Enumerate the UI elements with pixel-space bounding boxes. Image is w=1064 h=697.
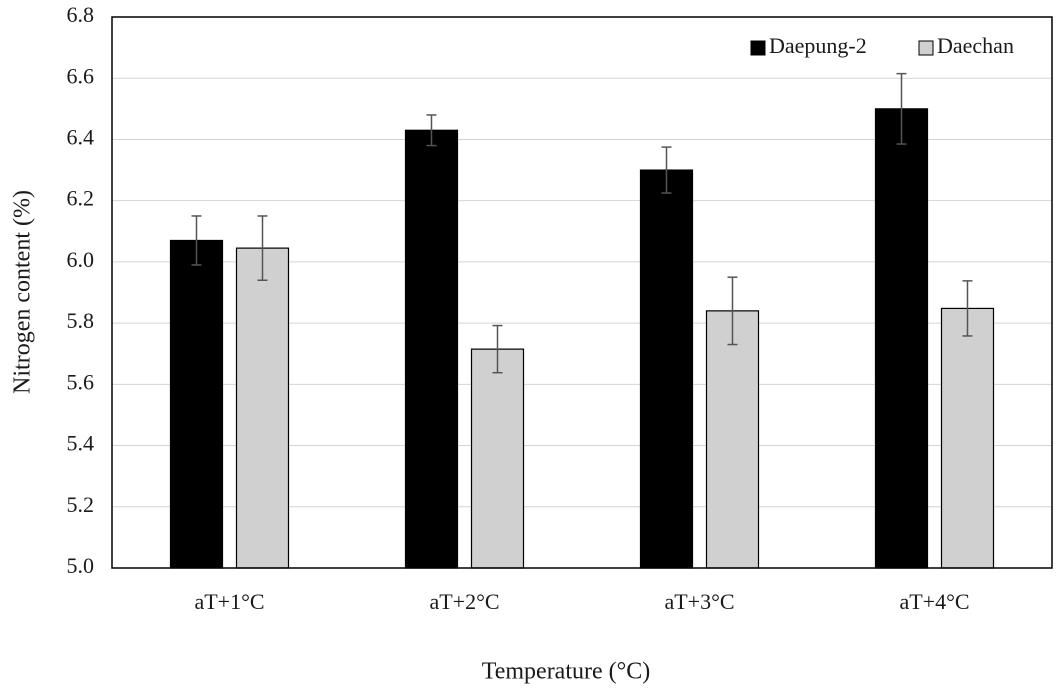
error-bar-daechan-2 [492, 324, 503, 374]
y-axis-title: Nitrogen content (%) [10, 190, 36, 394]
legend-swatch-daepung-2 [750, 40, 766, 56]
error-bar-daepung-2-4 [896, 72, 907, 145]
error-bar-daepung-2-2 [426, 114, 437, 147]
x-tick-label: aT+3°C [664, 589, 734, 614]
y-tick-label: 6.6 [67, 63, 95, 88]
y-tick-label: 6.2 [67, 186, 95, 211]
bar-daepung-2-1 [169, 239, 224, 569]
error-bar-daechan-1 [257, 215, 268, 282]
x-tick-label: aT+2°C [429, 589, 499, 614]
y-tick-label: 5.4 [67, 431, 95, 456]
bar-daepung-2-3 [639, 169, 694, 569]
bar-daechan-4 [940, 307, 995, 569]
bar-daechan-1 [235, 247, 290, 569]
y-axis-ticks: 5.0 5.2 5.4 5.6 5.8 6.0 6.2 6.4 6.6 6.8 [67, 2, 95, 578]
x-axis-ticks: aT+1°C aT+2°C aT+3°C aT+4°C [194, 589, 969, 614]
bars [169, 108, 995, 569]
y-tick-label: 5.2 [67, 492, 95, 517]
y-tick-label: 6.8 [67, 2, 95, 27]
bar-daepung-2-4 [874, 108, 929, 569]
y-tick-label: 5.8 [67, 308, 95, 333]
error-bar-daechan-3 [727, 276, 738, 346]
bar-daechan-3 [705, 310, 760, 569]
error-bar-daechan-4 [962, 280, 973, 337]
y-tick-label: 6.4 [67, 124, 95, 149]
plot-frame [111, 16, 1053, 569]
y-tick-label: 5.0 [67, 553, 95, 578]
bar-daechan-2 [470, 348, 525, 569]
x-axis-title: Temperature (°C) [482, 659, 651, 685]
error-bars [191, 72, 973, 374]
legend-swatch-daechan [918, 40, 934, 56]
plot-area-border [111, 16, 1053, 569]
bar-daepung-2-2 [404, 129, 459, 569]
y-tick-label: 6.0 [67, 247, 95, 272]
x-tick-label: aT+1°C [194, 589, 264, 614]
x-tick-label: aT+4°C [899, 589, 969, 614]
legend-label-daechan: Daechan [937, 33, 1014, 58]
y-tick-label: 5.6 [67, 369, 95, 394]
legend: Daepung-2 Daechan [750, 33, 1014, 58]
error-bar-daepung-2-1 [191, 215, 202, 266]
error-bar-daepung-2-3 [661, 146, 672, 194]
legend-label-daepung-2: Daepung-2 [769, 33, 867, 58]
